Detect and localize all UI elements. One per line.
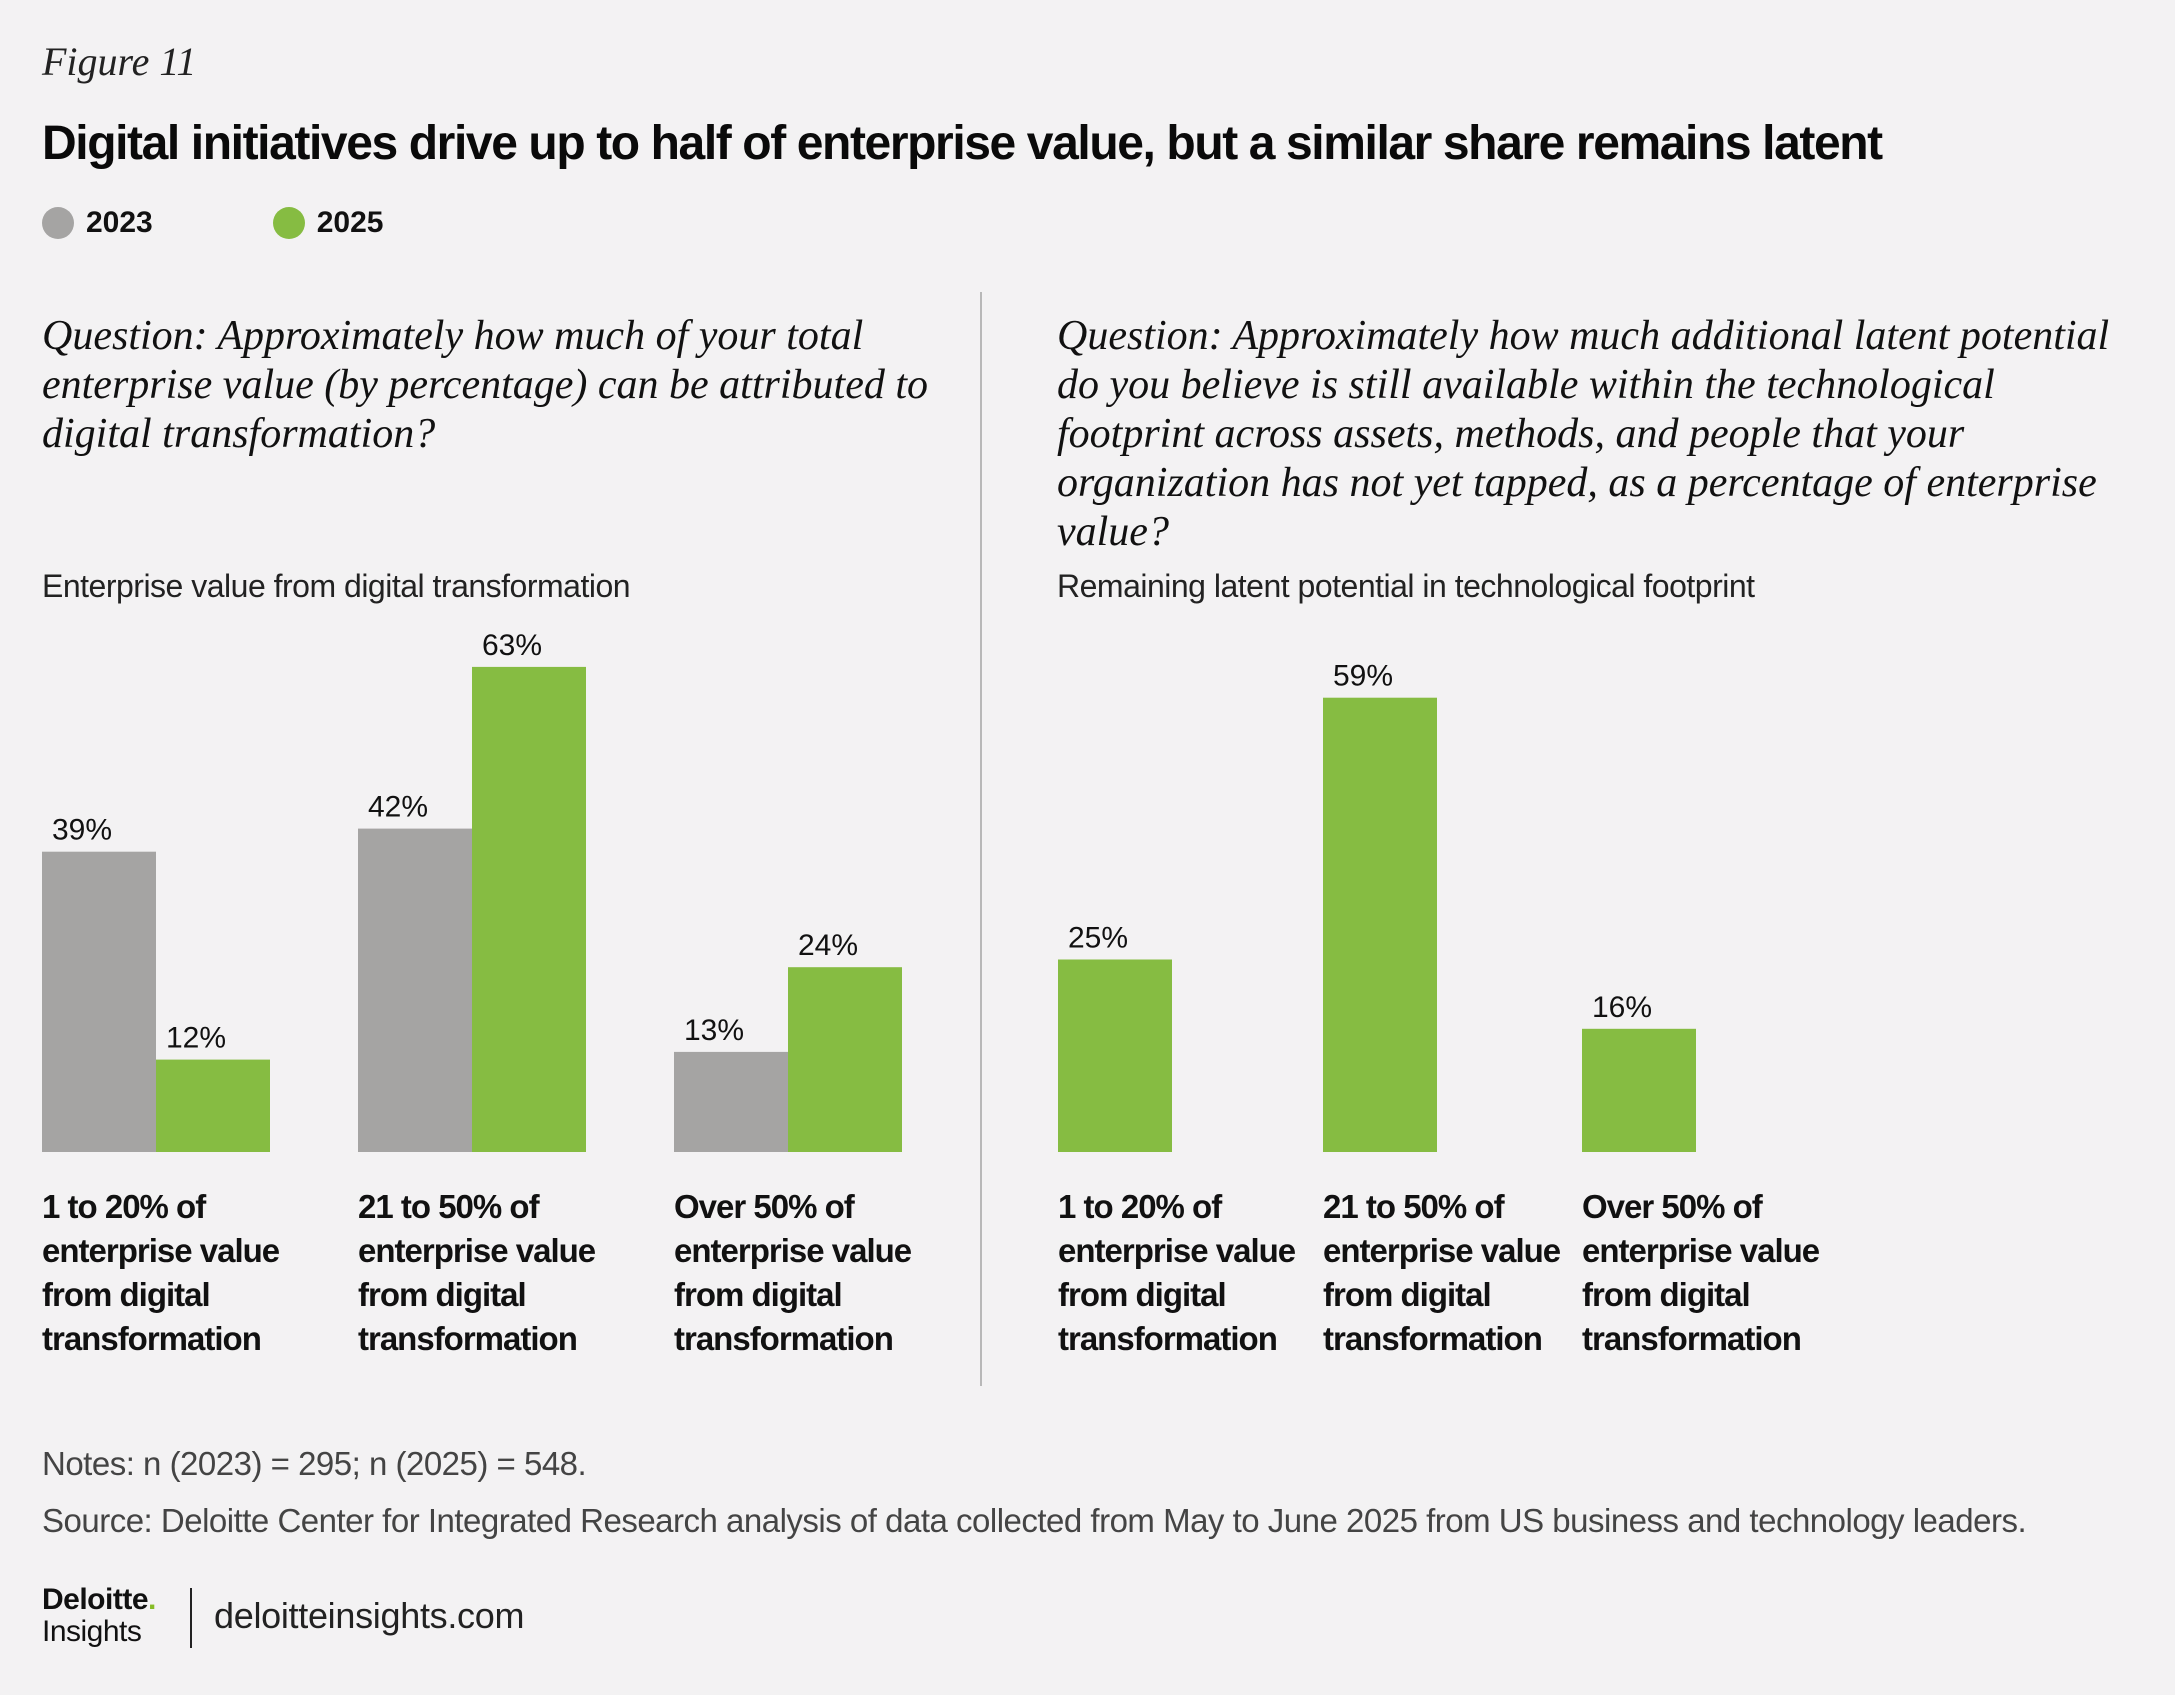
logo-separator [190,1588,192,1648]
legend: 2023 2025 [42,206,504,240]
left-bar-2023-cat3 [674,1051,788,1152]
left-category-label-1: 1 to 20% of enterprise value from digita… [42,1188,280,1357]
legend-item-2025: 2025 [272,206,384,240]
website-link[interactable]: deloitteinsights.com [214,1595,525,1636]
legend-label-2023: 2023 [86,206,153,239]
logo-wordmark: Deloitte [42,1583,149,1616]
left-category-label-3: Over 50% of enterprise value from digita… [674,1188,912,1357]
notes: Notes: n (2023) = 295; n (2025) = 548. [42,1445,587,1482]
right-question: Question: Approximately how much additio… [1057,313,2110,555]
left-value-label-2025-cat3: 24% [798,929,858,962]
left-bar-2025-cat3 [788,967,902,1152]
left-value-label-2023-cat3: 13% [684,1014,744,1047]
left-value-label-2025-cat1: 12% [166,1022,226,1055]
right-value-label-2025-cat2: 59% [1333,660,1393,693]
left-bar-chart: 39% 42% 13% 12% 63% 24% [42,629,902,1152]
right-chart-subtitle: Remaining latent potential in technologi… [1057,568,1755,604]
right-value-label-2025-cat1: 25% [1068,922,1128,955]
left-bar-2025-cat1 [156,1059,270,1152]
legend-swatch-2025 [272,207,305,239]
left-value-label-2023-cat1: 39% [52,814,112,847]
deloitte-insights-logo: Deloitte. Insights [42,1585,156,1649]
left-value-label-2023-cat2: 42% [368,791,428,824]
right-bar-chart: 25% 59% 16% [1058,660,1696,1152]
left-bar-2023-cat1 [42,851,156,1152]
right-category-label-2: 21 to 50% of enterprise value from digit… [1323,1188,1561,1357]
left-bar-2023-cat2 [358,828,472,1152]
left-value-label-2025-cat2: 63% [482,629,542,662]
right-bar-2025-cat3 [1582,1028,1696,1152]
chart-title: Digital initiatives drive up to half of … [42,117,1883,170]
left-question: Question: Approximately how much of your… [42,313,928,457]
right-category-label-1: 1 to 20% of enterprise value from digita… [1058,1188,1296,1357]
figure-label: Figure 11 [42,39,197,84]
legend-swatch-2023 [42,207,74,239]
legend-item-2023: 2023 [42,206,153,240]
left-chart-subtitle: Enterprise value from digital transforma… [42,568,631,604]
source: Source: Deloitte Center for Integrated R… [42,1502,2027,1539]
right-category-label-3: Over 50% of enterprise value from digita… [1582,1188,1820,1357]
right-bar-2025-cat2 [1323,697,1437,1152]
left-bar-2025-cat2 [472,666,586,1152]
logo-dot: . [148,1583,156,1616]
logo-insights: Insights [42,1615,142,1648]
legend-label-2025: 2025 [316,206,384,239]
right-bar-2025-cat1 [1058,959,1172,1152]
left-category-label-2: 21 to 50% of enterprise value from digit… [358,1188,596,1357]
panel-divider [980,292,982,1386]
right-value-label-2025-cat3: 16% [1592,991,1652,1024]
